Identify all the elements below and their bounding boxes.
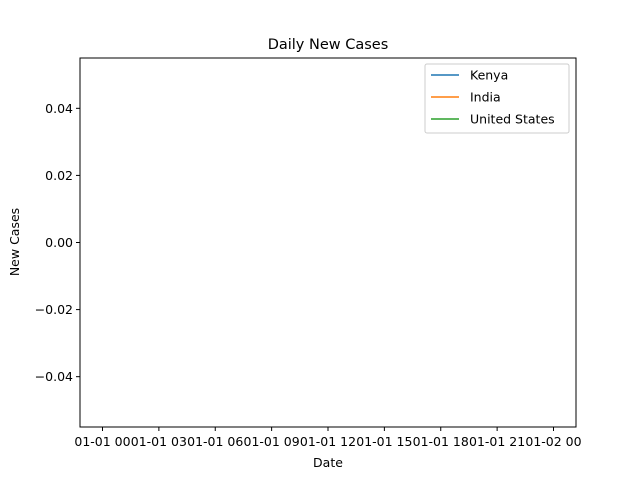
x-tick-label: 01-01 06: [187, 434, 243, 449]
legend-label: Kenya: [470, 68, 508, 83]
x-tick-label: 01-01 00: [74, 434, 130, 449]
legend-label: India: [470, 90, 501, 105]
y-tick-label: 0.02: [45, 168, 73, 183]
y-tick-label: 0.04: [45, 101, 73, 116]
plot-frame: [79, 57, 577, 428]
y-tick-label: −0.02: [35, 302, 73, 317]
x-axis-ticks: 01-01 00 01-01 03 01-01 06 01-01 09 01-01 12…: [74, 427, 582, 449]
x-tick-label: 01-01 03: [131, 434, 187, 449]
x-tick-label: 01-01 12: [300, 434, 356, 449]
chart-title: Daily New Cases: [268, 37, 389, 53]
y-tick-label: 0.00: [45, 235, 73, 250]
x-tick-label: 01-01 15: [356, 434, 412, 449]
y-axis-label: New Cases: [7, 208, 22, 276]
x-tick-label: 01-01 21: [469, 434, 525, 449]
x-tick-label: 01-01 09: [244, 434, 300, 449]
y-tick-label: −0.04: [35, 369, 73, 384]
legend-label: United States: [470, 112, 555, 127]
legend: Kenya India United States: [424, 63, 570, 134]
x-tick-label: 01-01 18: [413, 434, 469, 449]
legend-box: [424, 63, 570, 134]
x-axis-label: Date: [313, 455, 343, 470]
y-axis-ticks: 0.04 0.02 0.00 −0.02 −0.04: [35, 101, 80, 384]
x-tick-label: 01-02 00: [525, 434, 581, 449]
